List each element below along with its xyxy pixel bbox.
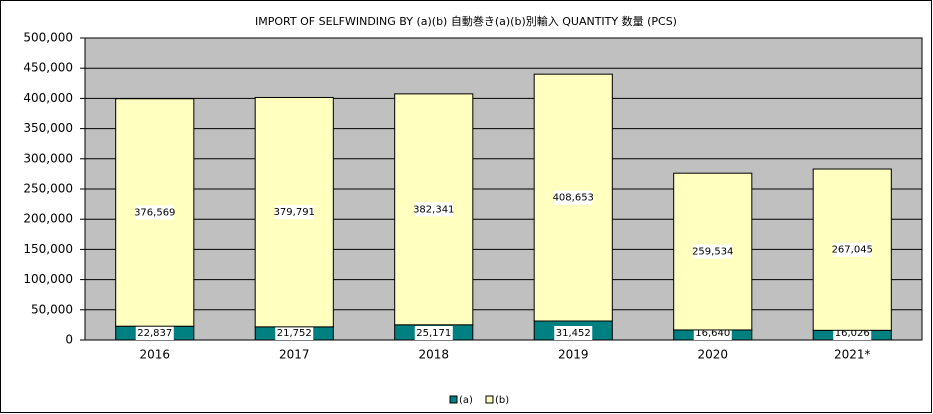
chart-title: IMPORT OF SELFWINDING BY (a)(b) 自動巻き(a)(… xyxy=(255,14,677,28)
legend-swatch xyxy=(449,395,458,404)
x-tick-label: 2021* xyxy=(834,348,871,362)
label-bg xyxy=(275,205,314,220)
data-label: 22,837 xyxy=(137,328,172,339)
label-bg xyxy=(693,244,732,259)
y-tick-label: 350,000 xyxy=(23,121,73,135)
x-tick-label: 2018 xyxy=(418,348,449,362)
y-tick-label: 300,000 xyxy=(23,151,73,165)
data-label: 16,026 xyxy=(835,328,870,339)
data-label: 408,653 xyxy=(553,193,594,204)
data-label: 376,569 xyxy=(134,207,175,218)
legend-label: (a) xyxy=(459,395,473,406)
data-label: 379,791 xyxy=(274,207,315,218)
label-bg xyxy=(414,202,453,217)
x-tick-label: 2016 xyxy=(139,348,170,362)
y-tick-label: 500,000 xyxy=(23,31,73,45)
label-bg xyxy=(275,326,314,340)
y-tick-label: 150,000 xyxy=(23,242,73,256)
data-label: 16,640 xyxy=(695,328,730,339)
label-bg xyxy=(833,242,872,257)
legend-label: (b) xyxy=(495,395,509,406)
label-bg xyxy=(554,190,593,205)
label-bg xyxy=(554,326,593,340)
label-bg xyxy=(414,326,453,340)
y-tick-label: 250,000 xyxy=(23,182,73,196)
y-tick-label: 200,000 xyxy=(23,212,73,226)
y-tick-label: 100,000 xyxy=(23,272,73,286)
y-tick-label: 50,000 xyxy=(31,302,73,316)
data-label: 31,452 xyxy=(556,328,591,339)
data-label: 25,171 xyxy=(416,328,451,339)
data-label: 382,341 xyxy=(413,204,454,215)
label-bg xyxy=(135,205,174,220)
legend-swatch xyxy=(485,395,494,404)
y-tick-label: 450,000 xyxy=(23,61,73,75)
data-label: 267,045 xyxy=(832,245,873,256)
y-tick-label: 400,000 xyxy=(23,91,73,105)
x-tick-label: 2019 xyxy=(558,348,589,362)
x-tick-label: 2020 xyxy=(697,348,728,362)
data-label: 21,752 xyxy=(277,328,312,339)
x-tick-label: 2017 xyxy=(279,348,310,362)
data-label: 259,534 xyxy=(692,247,733,258)
label-bg xyxy=(135,326,174,340)
y-tick-label: 0 xyxy=(65,333,73,347)
